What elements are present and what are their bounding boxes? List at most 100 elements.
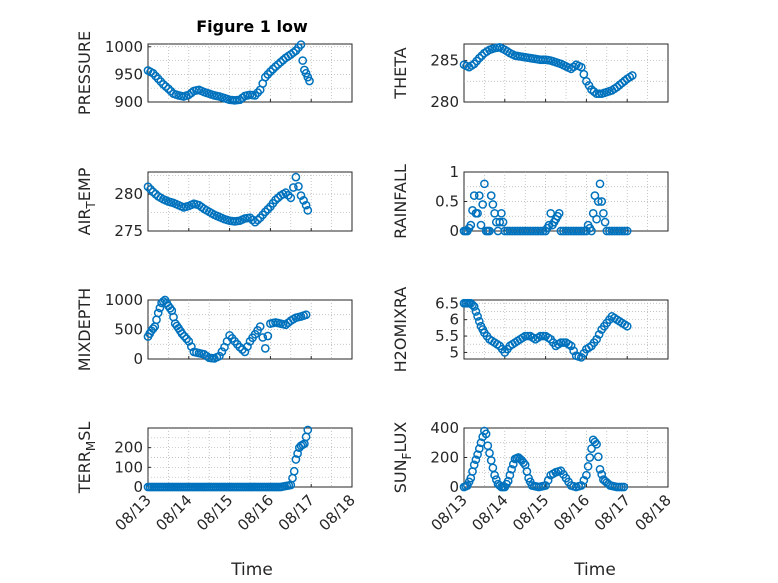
air-temp-data-point <box>245 213 255 223</box>
air-temp-data-point <box>281 188 291 197</box>
rainfall-data-point <box>622 226 632 236</box>
sun-flux-data-point <box>592 439 601 449</box>
pressure-data-point <box>296 40 306 49</box>
pressure-y-axis-label-main: PRESSURE <box>75 31 94 115</box>
sun-flux-data-point <box>476 438 486 448</box>
terr-msl-x-tick-label: 08/14 <box>152 491 195 534</box>
h2omixra-axes: 55.566.5 H2OMIXRA <box>391 287 669 373</box>
pressure-y-tick-label: 900 <box>114 93 143 111</box>
sun-flux-y-tick-label: 400 <box>430 419 459 437</box>
x-axis-title-right: Time <box>573 560 616 580</box>
rainfall-data-point <box>617 226 627 236</box>
terr-msl-x-tick-label: 08/16 <box>234 491 277 534</box>
sun-flux-y-axis-label-main: SUN <box>391 459 410 493</box>
theta-data-point <box>617 78 627 88</box>
theta-y-axis-label-main: THETA <box>391 47 410 99</box>
rainfall-data-point <box>478 200 488 209</box>
air-temp-data-point <box>294 182 303 191</box>
air-temp-data-point <box>271 195 280 205</box>
mixdepth-data-point <box>260 344 270 353</box>
sun-flux-data-point <box>471 455 481 465</box>
theta-data-point <box>566 64 576 74</box>
mixdepth-data-point <box>217 347 227 356</box>
h2omixra-y-axis-label-main: H2OMIXRA <box>391 287 410 373</box>
h2omixra-data-point <box>536 331 545 341</box>
sun-flux-data-point <box>473 450 482 459</box>
theta-data-point <box>589 87 599 96</box>
terr-msl-y-axis-label-main: TERR <box>75 451 94 494</box>
sun-flux-data-point <box>469 460 479 470</box>
sun-flux-data-point <box>587 444 596 453</box>
sun-flux-y-tick-label: 200 <box>430 449 459 467</box>
h2omixra-y-axis-label: H2OMIXRA <box>391 287 410 373</box>
rainfall-data-point <box>486 191 496 200</box>
theta-data-point <box>477 51 487 60</box>
air-temp-data-point <box>263 204 273 214</box>
terr-msl-y-axis-label-subscript: M <box>84 441 98 451</box>
sun-flux-data-point <box>619 482 629 492</box>
pressure-data-point <box>271 62 280 72</box>
terr-msl-y-axis-label-suffix: SL <box>75 422 94 441</box>
rainfall-data-point <box>469 191 479 200</box>
theta-y-axis-label: THETA <box>391 47 410 99</box>
terr-msl-data-point <box>303 425 313 435</box>
air-temp-data-point <box>286 193 296 203</box>
rainfall-y-axis-label: RAINFALL <box>391 164 410 239</box>
mixdepth-data-point <box>182 334 191 344</box>
sun-flux-x-tick-label: 08/15 <box>509 491 552 534</box>
theta-data-point <box>627 71 637 80</box>
sun-flux-data-point <box>590 437 600 447</box>
rainfall-data-point <box>536 226 545 236</box>
pressure-data-point <box>276 57 285 67</box>
air-temp-y-tick-label: 275 <box>114 222 143 240</box>
theta-data-point <box>474 53 484 63</box>
rainfall-data-point <box>546 208 556 218</box>
h2omixra-data-point <box>468 300 477 310</box>
sun-flux-data-point <box>474 444 484 453</box>
terr-msl-y-axis-label: TERRMSL <box>75 422 98 495</box>
h2omixra-data-point <box>566 341 576 351</box>
sun-flux-data-point <box>582 470 591 480</box>
mixdepth-data-point <box>155 303 165 313</box>
air-temp-axes: 275 280 AIRTEMP <box>75 167 353 240</box>
terr-msl-x-tick-label: 08/15 <box>193 491 236 534</box>
mixdepth-data-point <box>301 310 311 320</box>
mixdepth-data-point <box>177 329 187 338</box>
h2omixra-data-point <box>469 302 479 311</box>
sun-flux-x-tick-label: 08/13 <box>428 491 471 534</box>
h2omixra-data-point <box>471 307 481 316</box>
h2omixra-data-point <box>622 321 632 331</box>
air-temp-data-point <box>299 196 308 205</box>
air-temp-y-axis-label-subscript: T <box>84 201 98 210</box>
mixdepth-data-point <box>153 308 163 318</box>
sun-flux-y-tick-label: 0 <box>449 478 459 496</box>
pressure-y-tick-label: 950 <box>114 65 143 83</box>
sun-flux-data-point <box>519 458 528 468</box>
theta-data-point <box>594 89 604 99</box>
terr-msl-x-tick-label: 08/13 <box>112 491 155 534</box>
rainfall-data-point <box>488 200 498 209</box>
air-temp-data-point <box>291 172 301 182</box>
terr-msl-y-tick-label: 100 <box>114 458 143 476</box>
pressure-data-point <box>305 76 314 86</box>
pressure-data-point <box>158 79 168 89</box>
rainfall-data-point <box>466 220 476 230</box>
sun-flux-y-axis-label: SUNFLUX <box>391 422 414 494</box>
rainfall-data-point <box>476 220 486 230</box>
h2omixra-data-point <box>474 316 484 326</box>
rainfall-y-tick-label: 1 <box>449 163 459 181</box>
air-temp-data-point <box>260 207 270 217</box>
mixdepth-data-point <box>255 322 265 331</box>
sun-flux-data-point <box>503 476 513 486</box>
terr-msl-data-point <box>289 466 299 476</box>
h2omixra-y-tick-label: 6 <box>449 311 459 329</box>
h2omixra-data-point <box>538 331 548 341</box>
sun-flux-data-point <box>481 429 491 439</box>
h2omixra-data-point <box>569 346 579 356</box>
air-temp-data-point <box>303 206 313 215</box>
theta-y-tick-label: 280 <box>430 93 459 111</box>
